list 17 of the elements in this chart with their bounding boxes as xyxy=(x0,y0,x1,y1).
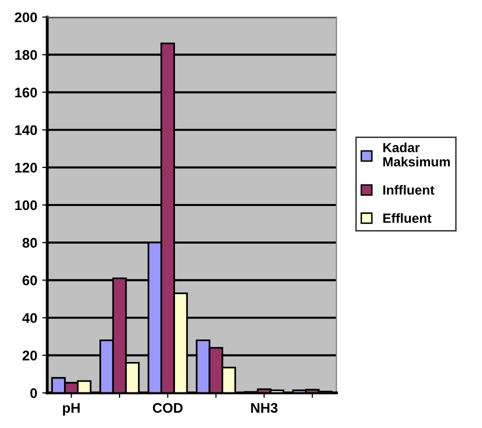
y-tick-label: 140 xyxy=(15,125,37,136)
y-tick-label: 180 xyxy=(15,50,37,60)
x-tick-label: pH xyxy=(62,403,80,416)
legend-label: Effluent xyxy=(383,213,432,223)
y-tick-label: 60 xyxy=(22,276,37,286)
y-tick-label: 100 xyxy=(15,200,37,210)
legend-label: Inffluent xyxy=(383,184,434,195)
y-tick-label: 20 xyxy=(22,350,37,360)
x-tick-label: NH3 xyxy=(251,402,278,413)
y-tick-label: 160 xyxy=(15,88,37,98)
x-tick-label: COD xyxy=(152,402,183,413)
y-tick-label: 0 xyxy=(30,388,37,398)
y-tick-label: 40 xyxy=(22,313,37,323)
y-tick-label: 120 xyxy=(15,162,37,173)
y-tick-label: 200 xyxy=(14,12,37,22)
y-tick-label: 80 xyxy=(22,238,37,248)
legend-label: Kadar Maksimum xyxy=(383,142,450,166)
